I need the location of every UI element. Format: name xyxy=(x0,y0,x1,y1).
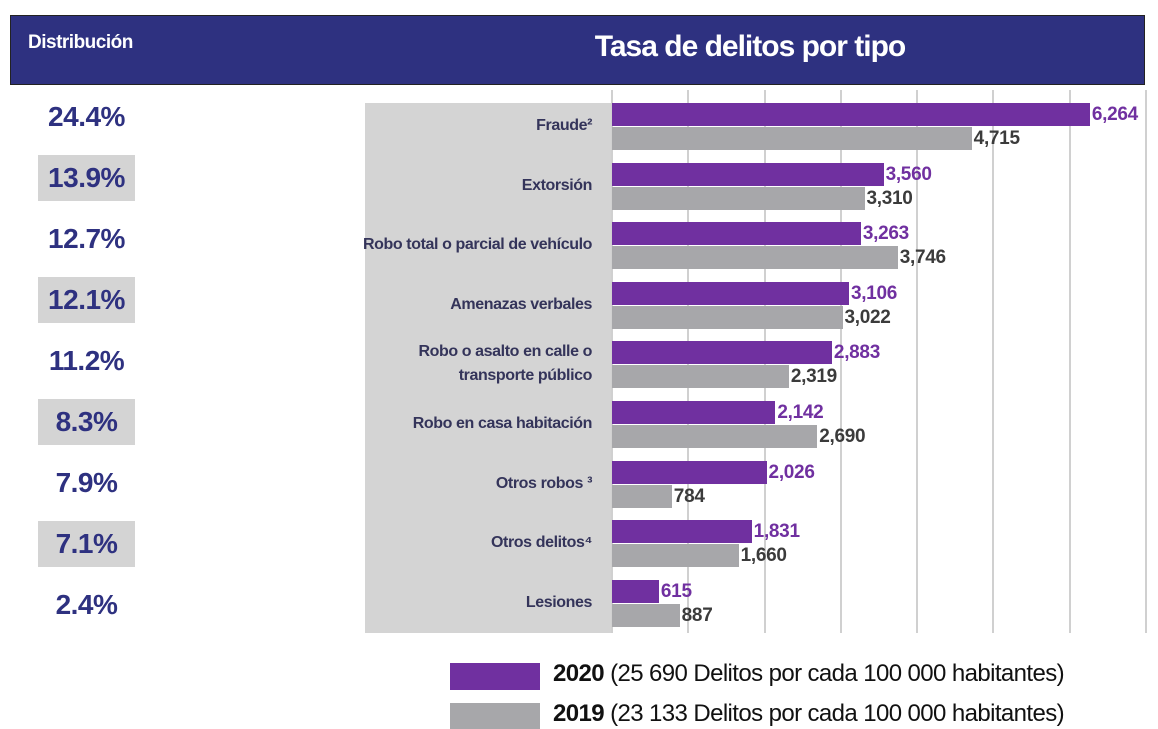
category-label: Extorsión xyxy=(521,176,593,194)
distribution-title: Distribución xyxy=(28,32,133,53)
bar xyxy=(612,222,861,246)
value-label: 784 xyxy=(673,485,705,507)
bar xyxy=(612,544,739,568)
bar xyxy=(612,281,849,305)
value-label: 3,560 xyxy=(885,163,932,185)
bar xyxy=(612,460,767,484)
grid-line xyxy=(916,90,919,633)
legend-note: (25 690 Delitos por cada 100 000 habitan… xyxy=(610,660,1065,687)
grid-line xyxy=(1145,90,1147,633)
category-label: Robo total o parcial de vehículo xyxy=(362,236,592,254)
value-label: 2,883 xyxy=(833,342,880,364)
distribution-value: 24.4% xyxy=(48,101,125,132)
bar xyxy=(612,603,680,627)
bar xyxy=(612,341,832,365)
chart-title: Tasa de delitos por tipo xyxy=(594,30,906,63)
value-label: 1,660 xyxy=(740,545,787,567)
value-label: 2,690 xyxy=(819,426,866,447)
distribution-value: 13.9% xyxy=(38,155,135,201)
value-label: 887 xyxy=(681,604,713,626)
category-label: Robo en casa habitación xyxy=(412,415,593,432)
grid-line xyxy=(839,90,842,633)
category-label: Lesiones xyxy=(525,593,593,611)
value-label: 615 xyxy=(660,580,692,602)
value-label: 1,831 xyxy=(753,521,800,543)
legend-swatch xyxy=(450,703,540,729)
legend-name: 2020 xyxy=(553,660,605,687)
legend-note: (23 133 Delitos por cada 100 000 habitan… xyxy=(610,700,1065,727)
category-label: Otros robos ³ xyxy=(495,474,593,492)
value-label: 6,264 xyxy=(1091,104,1138,125)
category-label: Robo o asalto en calle o transporte públ… xyxy=(418,343,592,385)
legend-name: 2019 xyxy=(553,700,605,727)
legend-swatch xyxy=(450,663,540,690)
header-band xyxy=(10,15,1145,85)
legend-text: 2019 (23 133 Delitos por cada 100 000 ha… xyxy=(553,700,1065,728)
bar xyxy=(612,305,843,329)
grid-line xyxy=(1068,90,1071,633)
bar xyxy=(612,520,752,544)
distribution-value: 12.7% xyxy=(48,223,125,254)
distribution-value: 12.1% xyxy=(38,277,135,323)
bar xyxy=(612,401,776,424)
value-label: 2,142 xyxy=(777,402,824,423)
value-label: 3,310 xyxy=(866,187,913,209)
distribution-value: 7.9% xyxy=(55,467,118,498)
bar xyxy=(612,127,972,150)
distribution-value: 2.4% xyxy=(55,589,118,620)
category-label: Otros delitos⁴ xyxy=(491,534,592,552)
category-label: Fraude² xyxy=(536,117,592,134)
value-label: 3,106 xyxy=(850,282,897,304)
bar xyxy=(612,186,865,210)
value-label: 4,715 xyxy=(973,128,1020,149)
distribution-value: 11.2% xyxy=(48,345,125,376)
legend-text: 2020 (25 690 Delitos por cada 100 000 ha… xyxy=(553,660,1065,688)
category-label: Amenazas verbales xyxy=(450,295,592,313)
value-label: 2,026 xyxy=(768,461,815,483)
distribution-value: 7.1% xyxy=(38,521,135,567)
bar xyxy=(612,425,818,448)
label-panel xyxy=(365,103,612,633)
bar xyxy=(612,484,672,508)
distribution-value: 8.3% xyxy=(38,399,135,445)
bar xyxy=(612,162,884,186)
value-label: 3,022 xyxy=(844,306,891,328)
value-label: 3,263 xyxy=(862,223,909,245)
grid-line xyxy=(992,90,995,633)
value-label: 3,746 xyxy=(899,247,946,269)
bar xyxy=(612,246,898,270)
bar xyxy=(612,103,1090,126)
bar xyxy=(612,365,789,389)
bar xyxy=(612,579,659,603)
value-label: 2,319 xyxy=(790,366,837,388)
